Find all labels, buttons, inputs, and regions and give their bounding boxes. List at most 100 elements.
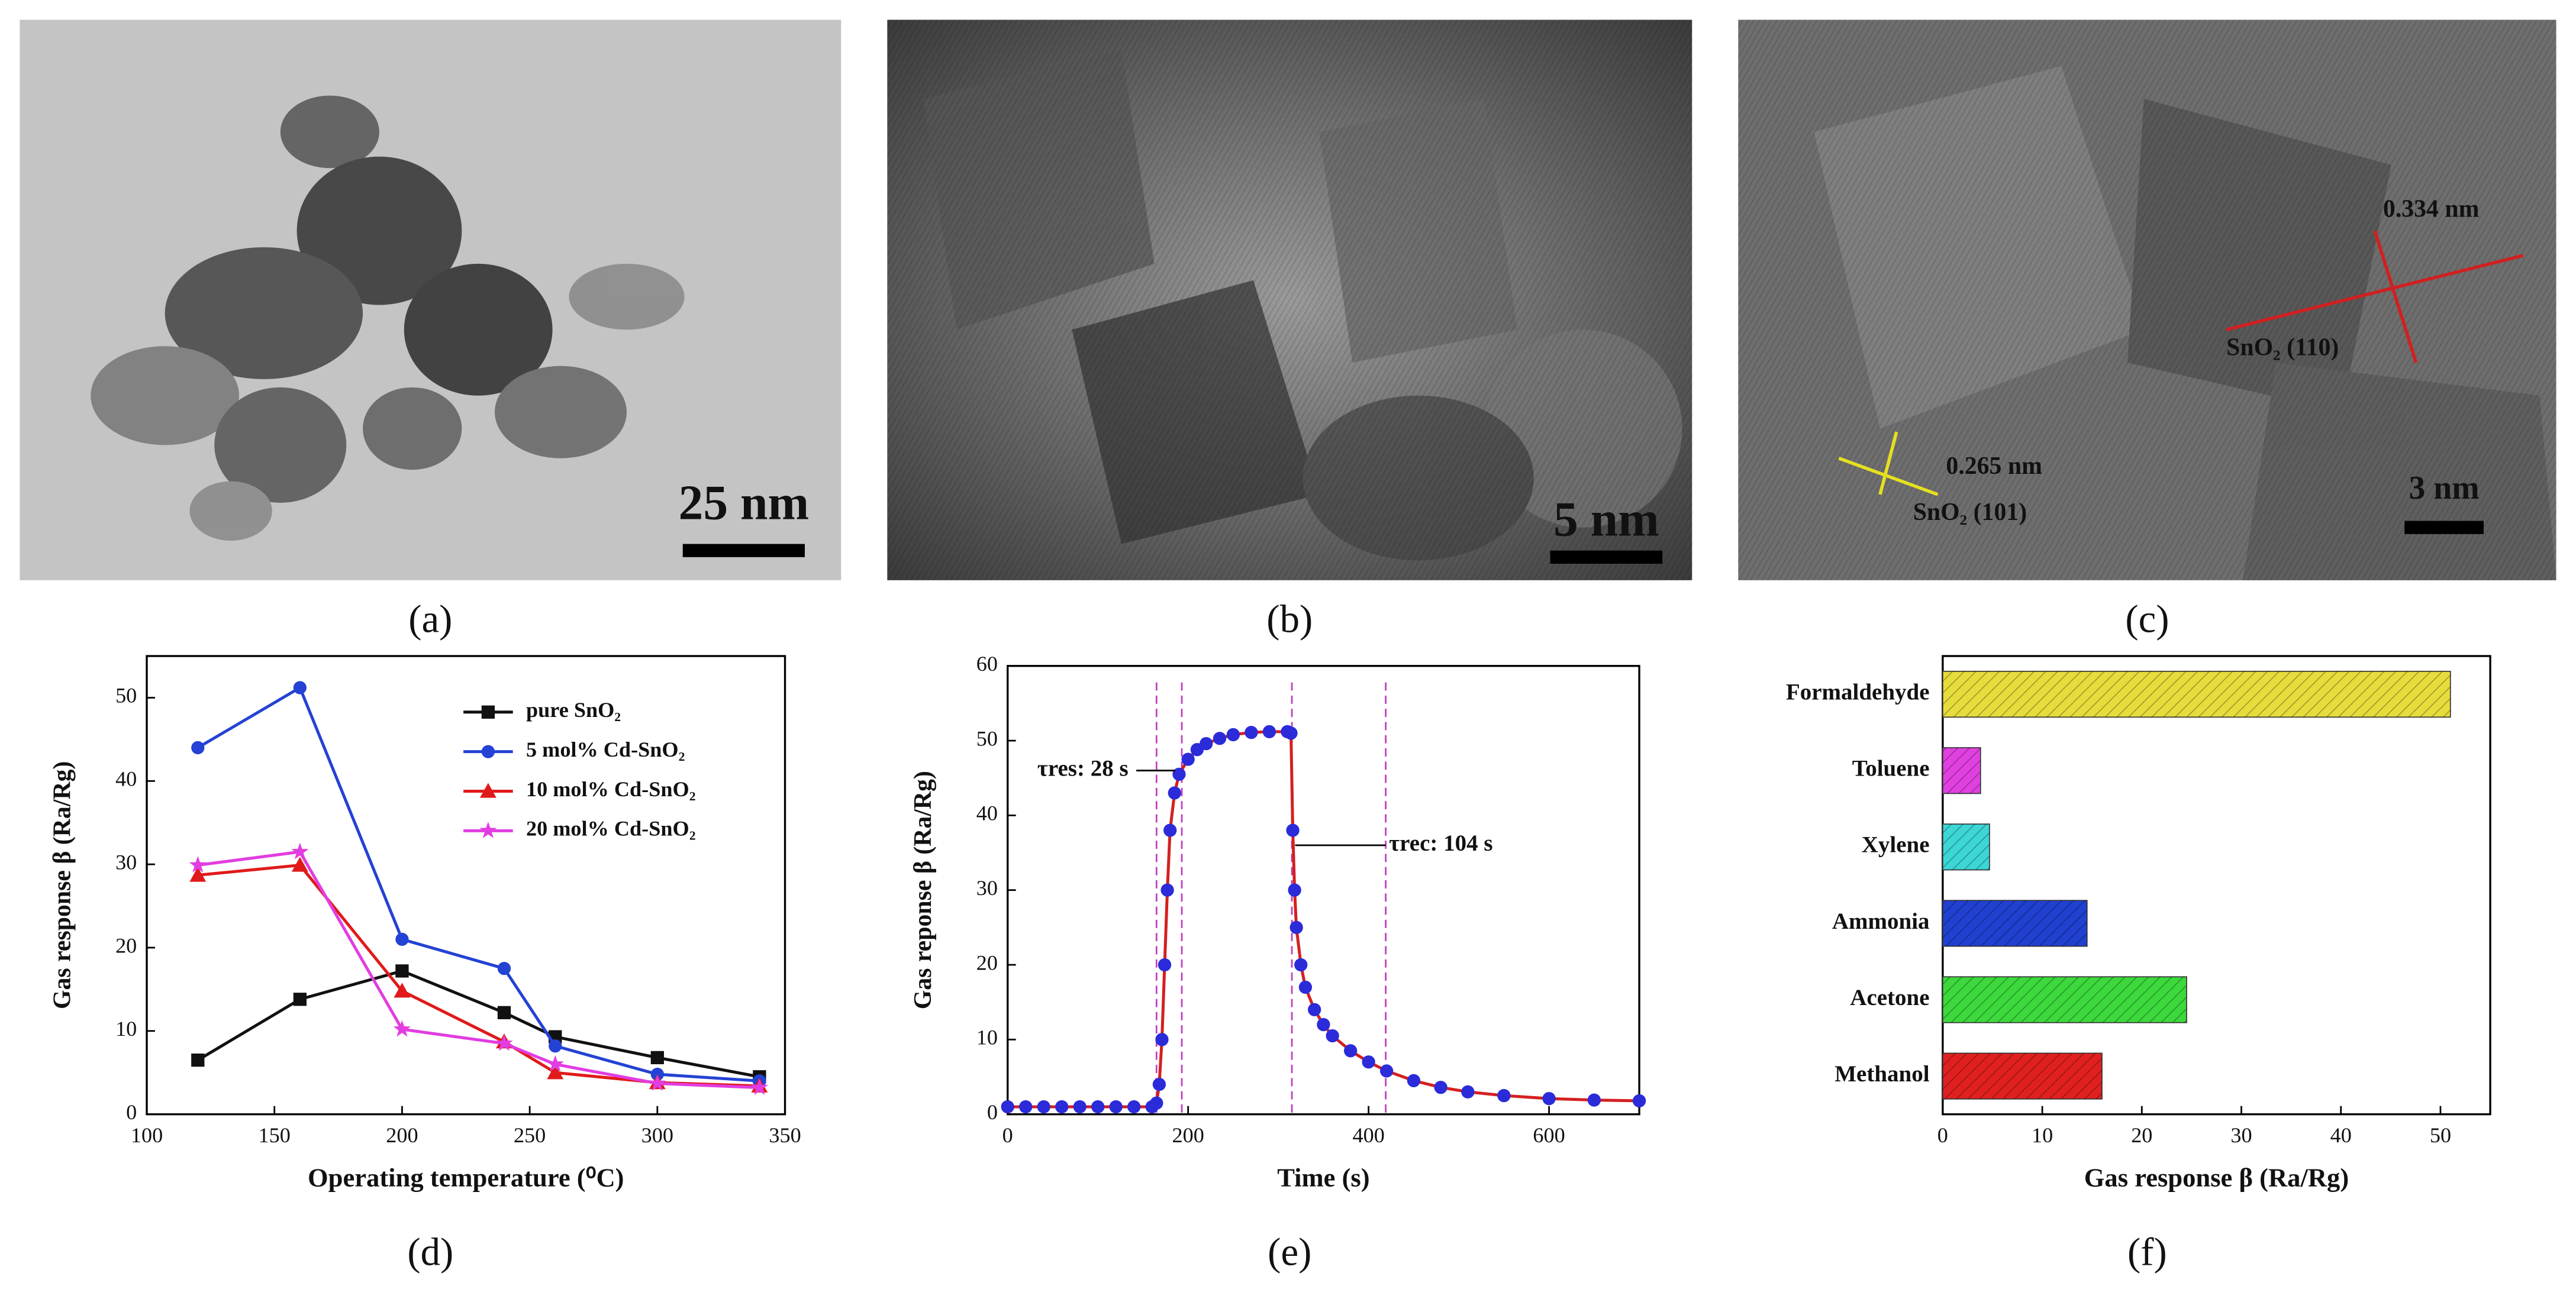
marker <box>1158 958 1172 972</box>
marker <box>479 783 496 798</box>
marker <box>649 1074 666 1091</box>
marker <box>1294 958 1308 972</box>
legend-label: pure SnO₂ <box>526 698 621 722</box>
series-line <box>198 863 760 1088</box>
x-tick-label: 20 <box>2131 1123 2152 1147</box>
y-tick-label: 10 <box>115 1017 137 1041</box>
marker <box>1150 1096 1163 1110</box>
marker <box>549 1039 562 1053</box>
x-tick-label: 30 <box>2230 1123 2252 1147</box>
panel-label: (a) <box>408 597 452 641</box>
lattice-annotation: 0.334 nm <box>2383 195 2480 222</box>
x-tick-label: 0 <box>1002 1123 1013 1147</box>
x-tick-label: 400 <box>1352 1123 1384 1147</box>
marker <box>1587 1093 1601 1107</box>
marker <box>1286 823 1300 837</box>
marker <box>1037 1100 1050 1114</box>
x-tick-label: 200 <box>386 1123 418 1147</box>
chart: (f) 0 10 20 30 40 50 Gas response β (Ra/Rg) Form… <box>1786 655 2491 1274</box>
x-tick-label: 0 <box>1937 1123 1948 1147</box>
marker <box>1288 883 1301 897</box>
bar-hatch <box>1942 747 1981 794</box>
lattice-annotation: 0.265 nm <box>1946 453 2042 480</box>
scale-bar-label: 3 nm <box>2409 470 2479 506</box>
x-tick-label: 50 <box>2430 1123 2451 1147</box>
x-tick-label: 40 <box>2330 1123 2352 1147</box>
x-tick-label: 10 <box>2032 1123 2053 1147</box>
tem-image-a <box>20 20 842 580</box>
series-line <box>1007 730 1640 1109</box>
x-tick-label: 100 <box>131 1123 163 1147</box>
series-line <box>197 969 760 1078</box>
marker <box>1362 1055 1375 1069</box>
y-tick-label: 10 <box>976 1026 998 1049</box>
y-tick-label: 30 <box>115 850 137 874</box>
marker <box>1055 1100 1069 1114</box>
marker <box>650 1051 664 1065</box>
marker <box>1434 1081 1447 1094</box>
marker <box>650 1067 664 1081</box>
marker <box>1168 786 1181 800</box>
marker <box>1380 1064 1394 1078</box>
legend-label: 10 mol% Cd-SnO₂ <box>526 777 696 801</box>
y-tick-label: 40 <box>115 767 137 791</box>
plot-frame <box>1007 665 1640 1116</box>
marker <box>1160 883 1174 897</box>
marker <box>1542 1091 1556 1106</box>
x-tick-label: 250 <box>514 1123 546 1147</box>
marker <box>547 1064 564 1080</box>
marker <box>1019 1100 1033 1114</box>
marker <box>546 1055 564 1072</box>
y-tick-label: 50 <box>976 726 998 750</box>
plot-frame <box>146 655 786 1116</box>
marker <box>1407 1074 1421 1087</box>
annotation: τrec: 104 s <box>1389 831 1492 856</box>
bar-hatch <box>1942 824 1990 870</box>
bar-hatch <box>1942 977 2187 1023</box>
marker <box>1262 725 1276 739</box>
x-tick-label: 200 <box>1172 1123 1204 1147</box>
y-axis-label: Gas response β (Ra/Rg) <box>49 761 76 1009</box>
marker <box>1226 728 1240 742</box>
x-tick-label: 350 <box>769 1123 801 1147</box>
marker <box>1001 1100 1014 1114</box>
bar-hatch <box>1942 1053 2103 1099</box>
marker <box>497 1006 511 1019</box>
category-label: Ammonia <box>1832 909 1930 934</box>
marker <box>395 964 409 978</box>
marker <box>1127 1100 1141 1114</box>
marker <box>1163 823 1177 837</box>
marker <box>191 1053 205 1067</box>
y-tick-label: 40 <box>976 802 998 825</box>
marker <box>1109 1100 1123 1114</box>
category-label: Toluene <box>1852 756 1930 781</box>
chart: (e) 0 200 400 600 Time (s) 0 10 20 30 40 50 60 Gas re… <box>910 652 1646 1274</box>
panel-label: (f) <box>2127 1230 2167 1274</box>
plot-frame <box>1942 655 2491 1116</box>
category-label: Methanol <box>1835 1061 1929 1087</box>
bar-hatch <box>1942 671 2451 718</box>
scale-bar-label: 5 nm <box>1553 492 1659 547</box>
marker <box>191 741 205 755</box>
marker <box>1155 1033 1169 1046</box>
marker <box>481 705 495 719</box>
panel-label: (c) <box>2125 597 2169 641</box>
marker <box>1152 1077 1166 1091</box>
marker <box>1497 1088 1511 1103</box>
marker <box>1181 752 1195 766</box>
annotation: τres: 28 s <box>1037 756 1129 781</box>
marker <box>395 932 409 946</box>
panel-label: (e) <box>1268 1230 1311 1274</box>
x-axis-label: Time (s) <box>1277 1162 1369 1192</box>
y-tick-label: 50 <box>115 684 137 708</box>
marker <box>479 822 497 838</box>
tem-image-c <box>1738 20 2556 580</box>
marker <box>291 857 308 872</box>
lattice-annotation: SnO₂ (101) <box>1913 499 2027 526</box>
legend-label: 20 mol% Cd-SnO₂ <box>526 817 696 841</box>
marker <box>495 1034 513 1051</box>
x-tick-label: 600 <box>1533 1123 1565 1147</box>
